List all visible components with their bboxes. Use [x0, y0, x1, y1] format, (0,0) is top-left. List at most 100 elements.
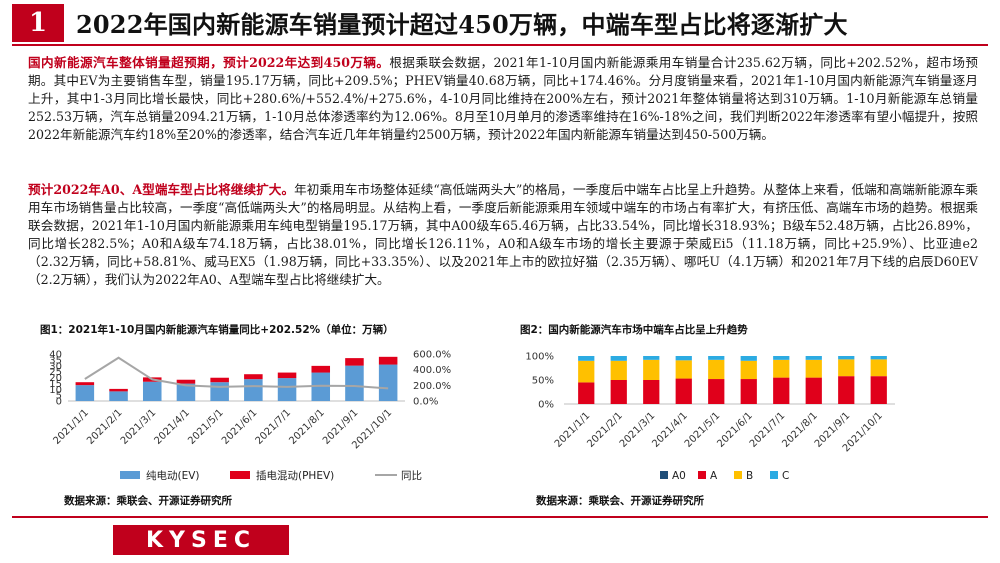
legend-label: A	[710, 470, 718, 482]
y-tick-label: 15	[49, 379, 62, 390]
legend-swatch	[120, 471, 140, 479]
bar-segment-a	[675, 378, 692, 404]
footer-divider	[12, 516, 988, 518]
legend-label: B	[746, 470, 753, 482]
bar-segment-a	[643, 380, 660, 404]
bar-ev	[244, 379, 263, 401]
kysec-logo: KYSEC	[113, 525, 289, 555]
bar-ev	[75, 385, 95, 401]
bar-segment-a	[805, 377, 822, 404]
line-yoy	[84, 356, 389, 390]
bar-phev	[109, 388, 128, 392]
bar-segment-b	[838, 359, 855, 377]
x-tick-label: 2021/7/1	[254, 407, 294, 447]
bar-segment-c	[773, 356, 790, 360]
x-tick-label: 2021/4/1	[153, 407, 193, 447]
x-tick-label: 2021/2/1	[85, 407, 125, 447]
bar-phev	[345, 358, 364, 366]
bar-segment-b	[675, 360, 692, 379]
header-divider	[12, 44, 988, 46]
x-tick-label: 2021/5/1	[186, 407, 226, 447]
x-tick-label: 2021/6/1	[220, 407, 260, 447]
figure-1-source: 数据来源：乘联会、开源证券研究所	[64, 495, 232, 507]
bar-ev	[345, 365, 364, 401]
bar-segment-b	[578, 360, 595, 383]
bar-segment-b	[870, 359, 887, 377]
paragraph-1-lead: 国内新能源汽车整体销量超预期，预计2022年达到450万辆。	[28, 55, 390, 70]
bar-segment-b	[643, 359, 660, 380]
bar-segment-c	[610, 356, 627, 361]
bar-ev	[109, 391, 128, 401]
chart-1: 05101520253035400.0%200.0%400.0%600.0%20…	[49, 350, 451, 483]
paragraph-1-body: 根据乘联会数据，2021年1-10月国内新能源乘用车销量合计235.62万辆，同…	[28, 55, 978, 142]
y-tick-label: 100%	[525, 352, 554, 363]
y-tick-label: 25	[49, 367, 62, 378]
legend-label: C	[782, 470, 789, 482]
bar-segment-c	[578, 356, 595, 361]
bar-segment-a	[773, 377, 790, 404]
y-tick-label: 50%	[532, 376, 554, 387]
paragraph-2: 预计2022年A0、A型端车型占比将继续扩大。年初乘用车市场整体延续“高低端两头…	[28, 181, 978, 289]
bar-segment-c	[675, 356, 692, 361]
bar-ev	[210, 382, 229, 401]
bar-segment-c	[805, 356, 822, 360]
bar-segment-c	[708, 356, 725, 360]
paragraph-1: 国内新能源汽车整体销量超预期，预计2022年达到450万辆。根据乘联会数据，20…	[28, 54, 978, 144]
bar-phev	[75, 382, 95, 386]
figure-2-title: 图2：国内新能源汽车市场中端车占比呈上升趋势	[520, 324, 748, 336]
bar-ev	[378, 364, 398, 401]
bar-segment-b	[708, 359, 725, 380]
y-tick-label: 0	[56, 397, 62, 408]
figure-1-title: 图1：2021年1-10月国内新能源汽车销量同比+202.52%（单位：万辆）	[40, 324, 394, 336]
bar-phev	[244, 374, 263, 380]
y-tick-label: 0%	[538, 400, 554, 411]
x-tick-label: 2021/1/1	[51, 407, 91, 447]
bar-segment-a	[838, 376, 855, 404]
paragraph-2-body: 年初乘用车市场整体延续“高低端两头大”的格局，一季度后中端车占比呈上升趋势。从整…	[28, 182, 978, 287]
legend-swatch	[660, 471, 668, 479]
legend-swatch	[230, 471, 250, 479]
legend-label: 同比	[401, 469, 422, 482]
bar-segment-a	[578, 382, 595, 404]
bar-segment-b	[805, 359, 822, 378]
y2-tick-label: 400.0%	[413, 365, 451, 376]
bar-phev	[210, 377, 229, 383]
legend-swatch	[770, 471, 778, 479]
paragraph-2-lead: 预计2022年A0、A型端车型占比将继续扩大。	[28, 182, 295, 197]
legend-swatch	[734, 471, 742, 479]
y-tick-label: 20	[49, 373, 62, 384]
bar-segment-a	[708, 379, 725, 404]
x-tick-label: 2021/3/1	[119, 407, 159, 447]
bar-segment-b	[610, 360, 627, 380]
bar-phev	[378, 356, 398, 365]
bar-segment-a	[870, 376, 887, 404]
bar-segment-c	[870, 356, 887, 360]
bar-segment-b	[773, 359, 790, 378]
y2-tick-label: 0.0%	[413, 397, 438, 408]
bar-segment-a	[610, 380, 627, 404]
y-tick-label: 40	[49, 350, 62, 361]
bar-ev	[142, 381, 162, 401]
bar-phev	[176, 379, 196, 384]
bar-segment-b	[740, 360, 757, 380]
legend-label: A0	[672, 470, 686, 482]
x-tick-label: 2021/8/1	[287, 407, 327, 447]
bar-ev	[311, 372, 331, 401]
header: 1 2022年国内新能源车销量预计超过450万辆，中端车型占比将逐渐扩大	[0, 0, 1000, 44]
bar-phev	[311, 365, 331, 373]
chart-2: 0%50%100%2021/1/12021/2/12021/3/12021/4/…	[525, 352, 895, 482]
bar-ev	[277, 378, 297, 401]
bar-phev	[277, 372, 297, 379]
section-number: 1	[12, 4, 64, 42]
y2-tick-label: 600.0%	[413, 350, 451, 361]
legend-swatch	[698, 471, 706, 479]
page-title: 2022年国内新能源车销量预计超过450万辆，中端车型占比将逐渐扩大	[76, 10, 848, 39]
bar-ev	[176, 383, 196, 401]
bar-segment-c	[838, 356, 855, 360]
bar-segment-a	[740, 379, 757, 404]
bar-segment-c	[643, 356, 660, 360]
y-tick-label: 10	[49, 385, 62, 396]
y2-tick-label: 200.0%	[413, 381, 451, 392]
legend-label: 插电混动(PHEV)	[256, 469, 334, 482]
y-tick-label: 30	[49, 361, 62, 372]
